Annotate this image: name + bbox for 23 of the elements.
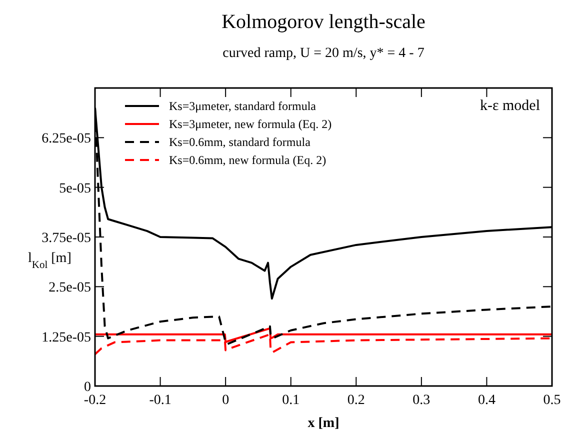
y-tick-label: 3.75e-05 <box>42 231 91 246</box>
legend-label: Ks=3μmeter, new formula (Eq. 2) <box>169 117 332 131</box>
legend-label: Ks=0.6mm, standard formula <box>169 135 312 149</box>
y-axis-title: l$_{Kol}$ [m] <box>28 250 72 270</box>
legend-label: Ks=0.6mm, new formula (Eq. 2) <box>169 153 326 167</box>
x-tick-label: 0.2 <box>347 393 365 408</box>
y-tick-label: 0 <box>84 380 91 395</box>
chart-title: Kolmogorov length-scale <box>222 11 426 33</box>
y-tick-label: 2.5e-05 <box>48 280 91 296</box>
x-tick-label: 0.3 <box>412 393 430 408</box>
y-tick-label: 1.25e-05 <box>42 330 91 346</box>
annotation: k-ε model <box>480 98 540 114</box>
y-tick-label: 6.25e-05 <box>42 132 91 147</box>
x-tick-label: -0.1 <box>149 393 172 408</box>
chart-subtitle: curved ramp, U = 20 m/s, y* = 4 - 7 <box>222 46 424 61</box>
x-tick-label: 0.5 <box>543 393 561 408</box>
y-tick-label: 5e-05 <box>59 181 91 196</box>
x-axis-title: x [m] <box>308 416 340 431</box>
x-tick-label: 0.1 <box>282 393 300 408</box>
legend-label: Ks=3μmeter, standard formula <box>169 99 317 113</box>
x-tick-label: -0.2 <box>84 393 106 408</box>
x-tick-label: 0 <box>222 393 230 408</box>
x-tick-label: 0.4 <box>478 393 496 408</box>
